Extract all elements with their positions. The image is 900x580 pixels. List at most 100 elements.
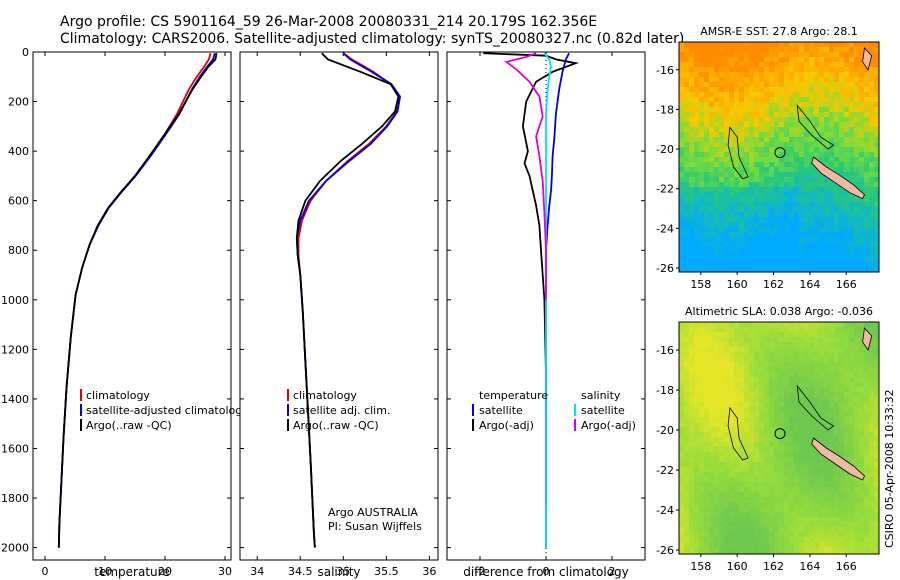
map-cell xyxy=(739,42,745,48)
map-cell xyxy=(824,532,830,538)
map-cell xyxy=(709,72,715,78)
map-cell xyxy=(824,412,830,418)
map-cell xyxy=(719,547,725,553)
map-cell xyxy=(729,497,735,503)
map-cell xyxy=(764,552,770,554)
map-cell xyxy=(709,52,715,58)
map-cell xyxy=(839,442,845,448)
map-cell xyxy=(844,112,850,118)
map-cell xyxy=(839,57,845,63)
map-cell xyxy=(874,427,879,433)
map-cell xyxy=(724,72,730,78)
map-cell xyxy=(839,437,845,443)
map-cell xyxy=(829,122,835,128)
map-cell xyxy=(854,47,860,53)
map-cell xyxy=(809,182,815,188)
map-cell xyxy=(724,97,730,103)
map-cell xyxy=(834,252,840,258)
map-cell xyxy=(699,72,705,78)
reef-outline xyxy=(796,104,835,150)
map-cell xyxy=(799,267,805,272)
map-cell xyxy=(689,427,695,433)
map-cell xyxy=(804,352,810,358)
map-cell xyxy=(874,497,879,503)
map-cell xyxy=(729,322,735,328)
map-cell xyxy=(764,247,770,253)
map-cell xyxy=(794,267,800,272)
map-cell xyxy=(719,57,725,63)
map-cell xyxy=(829,247,835,253)
map-cell xyxy=(719,327,725,333)
map-cell xyxy=(694,397,700,403)
map-cell xyxy=(704,437,710,443)
map-cell xyxy=(819,502,825,508)
map-cell xyxy=(714,222,720,228)
map-cell xyxy=(844,402,850,408)
map-cell xyxy=(779,247,785,253)
map-cell xyxy=(849,397,855,403)
map-cell xyxy=(754,367,760,373)
map-cell xyxy=(744,237,750,243)
map-cell xyxy=(834,152,840,158)
map-cell xyxy=(694,197,700,203)
map-cell xyxy=(689,487,695,493)
map-cell xyxy=(724,252,730,258)
map-x-tick-label: 166 xyxy=(836,278,857,291)
map-cell xyxy=(769,117,775,123)
map-cell xyxy=(719,352,725,358)
map-cell xyxy=(844,542,850,548)
map-cell xyxy=(834,512,840,518)
map-cell xyxy=(684,252,690,258)
map-cell xyxy=(799,192,805,198)
map-cell xyxy=(814,127,820,133)
map-cell xyxy=(724,442,730,448)
map-cell xyxy=(679,167,685,173)
map-cell xyxy=(704,442,710,448)
map-cell xyxy=(724,152,730,158)
map-cell xyxy=(694,167,700,173)
map-cell xyxy=(799,117,805,123)
map-cell xyxy=(754,177,760,183)
map-cell xyxy=(744,467,750,473)
map-cell xyxy=(844,517,850,523)
map-cell xyxy=(789,167,795,173)
map-cell xyxy=(729,452,735,458)
map-cell xyxy=(749,252,755,258)
map-cell xyxy=(844,97,850,103)
map-cell xyxy=(709,82,715,88)
map-cell xyxy=(829,382,835,388)
map-cell xyxy=(819,412,825,418)
map-cell xyxy=(749,102,755,108)
map-cell xyxy=(709,512,715,518)
map-cell xyxy=(769,412,775,418)
map-cell xyxy=(829,77,835,83)
map-cell xyxy=(764,147,770,153)
map-cell xyxy=(744,97,750,103)
map-cell xyxy=(824,442,830,448)
map-cell xyxy=(814,527,820,533)
map-cell xyxy=(804,512,810,518)
map-cell xyxy=(724,322,730,328)
map-cell xyxy=(809,127,815,133)
map-cell xyxy=(789,67,795,73)
map-cell xyxy=(864,502,870,508)
map-cell xyxy=(679,97,685,103)
map-cell xyxy=(679,217,685,223)
map-cell xyxy=(799,47,805,53)
map-cell xyxy=(799,437,805,443)
map-cell xyxy=(754,382,760,388)
map-cell xyxy=(839,387,845,393)
map-cell xyxy=(819,77,825,83)
map-cell xyxy=(874,212,879,218)
map-cell xyxy=(814,87,820,93)
map-cell xyxy=(874,352,879,358)
map-cell xyxy=(739,477,745,483)
map-cell xyxy=(719,47,725,53)
map-cell xyxy=(749,47,755,53)
map-cell xyxy=(754,377,760,383)
map-cell xyxy=(784,162,790,168)
map-cell xyxy=(824,182,830,188)
map-cell xyxy=(729,447,735,453)
map-cell xyxy=(769,462,775,468)
map-cell xyxy=(869,262,875,268)
